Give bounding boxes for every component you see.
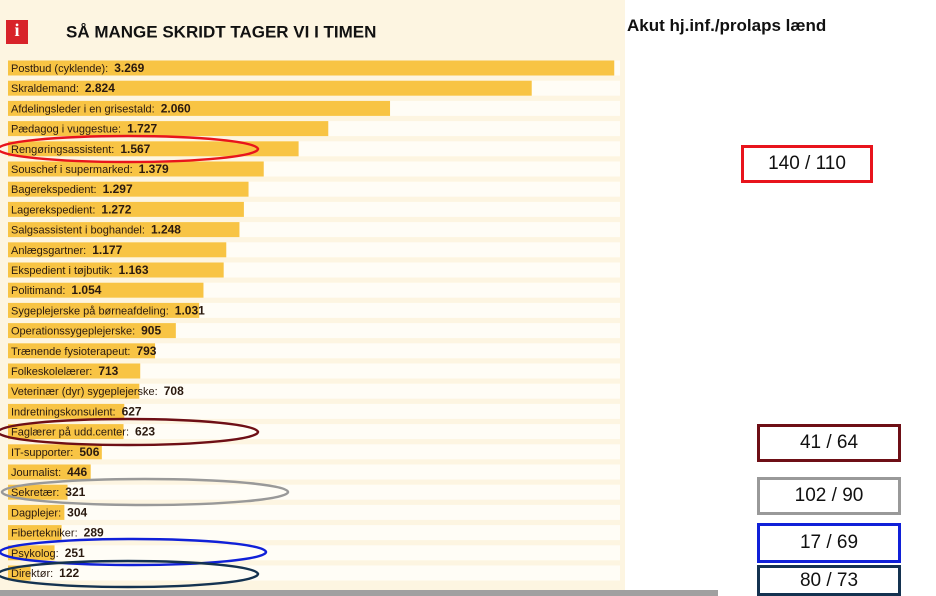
bar-label: Direktør: 122 — [11, 566, 80, 580]
bar-label: Politimand: 1.054 — [11, 283, 102, 297]
bar-label: Afdelingsleder i en grisestald: 2.060 — [11, 102, 191, 116]
value-label: 1.272 — [101, 203, 131, 217]
category-label: Faglærer på udd.center: — [11, 427, 129, 439]
value-box: 80 / 73 — [757, 565, 901, 596]
bar-label: Ekspedient i tøjbutik: 1.163 — [11, 263, 149, 277]
row-stripe — [8, 545, 620, 560]
category-label: Rengøringsassistent: — [11, 144, 114, 156]
category-label: Veterinær (dyr) sygeplejerske: — [11, 386, 158, 398]
category-label: Souschef i supermarked: — [11, 164, 133, 176]
category-label: Skraldemand: — [11, 83, 79, 95]
bar-label: Dagplejer: 304 — [11, 506, 87, 520]
value-label: 713 — [98, 364, 118, 378]
bar-label: Bagerekspedient: 1.297 — [11, 182, 133, 196]
bar-label: Souschef i supermarked: 1.379 — [11, 162, 169, 176]
value-label: 1.054 — [71, 283, 101, 297]
bar-label: Fibertekniker: 289 — [11, 526, 104, 540]
row-stripe — [8, 566, 620, 581]
category-label: Bagerekspedient: — [11, 184, 97, 196]
chart-title: SÅ MANGE SKRIDT TAGER VI I TIMEN — [66, 22, 376, 41]
category-label: Trænende fysioterapeut: — [11, 346, 130, 358]
value-box: 102 / 90 — [757, 477, 901, 515]
category-label: Operationssygeplejerske: — [11, 326, 135, 338]
category-label: Ekspedient i tøjbutik: — [11, 265, 113, 277]
value-label: 2.060 — [161, 102, 191, 116]
row-stripe — [8, 485, 620, 500]
category-label: Direktør: — [11, 568, 53, 580]
value-label: 1.567 — [120, 142, 150, 156]
scrollbar — [0, 590, 718, 596]
bar-label: Journalist: 446 — [11, 465, 87, 479]
value-label: 1.163 — [119, 263, 149, 277]
bar-label: Pædagog i vuggestue: 1.727 — [11, 122, 157, 136]
value-label: 1.177 — [92, 243, 122, 257]
value-box: 41 / 64 — [757, 424, 901, 462]
row-stripe — [8, 505, 620, 520]
value-label: 1.379 — [139, 162, 169, 176]
side-title: Akut hj.inf./prolaps lænd — [627, 16, 826, 36]
value-label: 289 — [84, 526, 104, 540]
bar-label: Skraldemand: 2.824 — [11, 81, 115, 95]
value-label: 793 — [136, 344, 156, 358]
value-label: 122 — [59, 566, 79, 580]
category-label: Lagerekspedient: — [11, 204, 95, 216]
value-box: 140 / 110 — [741, 145, 873, 183]
value-label: 321 — [65, 485, 85, 499]
category-label: Sygeplejerske på børneafdeling: — [11, 305, 169, 317]
value-label: 251 — [65, 546, 85, 560]
category-label: Politimand: — [11, 285, 65, 297]
value-label: 1.031 — [175, 304, 205, 318]
bar-label: Anlægsgartner: 1.177 — [11, 243, 123, 257]
bar-label: Postbud (cyklende): 3.269 — [11, 61, 145, 75]
bar-label: Psykolog:251 — [11, 546, 85, 560]
category-label: Salgsassistent i boghandel: — [11, 225, 145, 237]
value-label: 2.824 — [85, 81, 115, 95]
category-label: IT-supporter: — [11, 447, 73, 459]
category-label: Postbud (cyklende): — [11, 63, 108, 75]
bar-label: Lagerekspedient: 1.272 — [11, 203, 132, 217]
value-label: 506 — [79, 445, 99, 459]
bar-label: Sekretær:321 — [11, 485, 86, 499]
bar-label: Sygeplejerske på børneafdeling: 1.031 — [11, 304, 205, 318]
category-label: Indretningskonsulent: — [11, 406, 116, 418]
value-label: 623 — [135, 425, 155, 439]
row-stripe — [8, 465, 620, 480]
chart: i SÅ MANGE SKRIDT TAGER VI I TIMEN Postb… — [0, 0, 720, 596]
value-label: 1.297 — [103, 182, 133, 196]
bar-label: IT-supporter: 506 — [11, 445, 100, 459]
category-label: Folkeskolelærer: — [11, 366, 92, 378]
bar-label: Folkeskolelærer: 713 — [11, 364, 119, 378]
value-label: 1.248 — [151, 223, 181, 237]
category-label: Pædagog i vuggestue: — [11, 124, 121, 136]
page: {"chart_data": {"type": "bar", "orientat… — [0, 0, 936, 596]
info-icon-glyph: i — [14, 20, 19, 40]
value-label: 627 — [122, 405, 142, 419]
value-box: 17 / 69 — [757, 523, 901, 563]
bar-label: Indretningskonsulent: 627 — [11, 405, 142, 419]
category-label: Anlægsgartner: — [11, 245, 86, 257]
value-label: 708 — [164, 384, 184, 398]
value-label: 304 — [67, 506, 87, 520]
category-label: Journalist: — [11, 467, 61, 479]
value-label: 1.727 — [127, 122, 157, 136]
category-label: Dagplejer: — [11, 507, 61, 519]
value-label: 905 — [141, 324, 161, 338]
value-label: 446 — [67, 465, 87, 479]
category-label: Afdelingsleder i en grisestald: — [11, 103, 155, 115]
bar-label: Rengøringsassistent: 1.567 — [11, 142, 151, 156]
category-label: Fibertekniker: — [11, 528, 78, 540]
value-label: 3.269 — [114, 61, 144, 75]
bar-label: Salgsassistent i boghandel: 1.248 — [11, 223, 181, 237]
